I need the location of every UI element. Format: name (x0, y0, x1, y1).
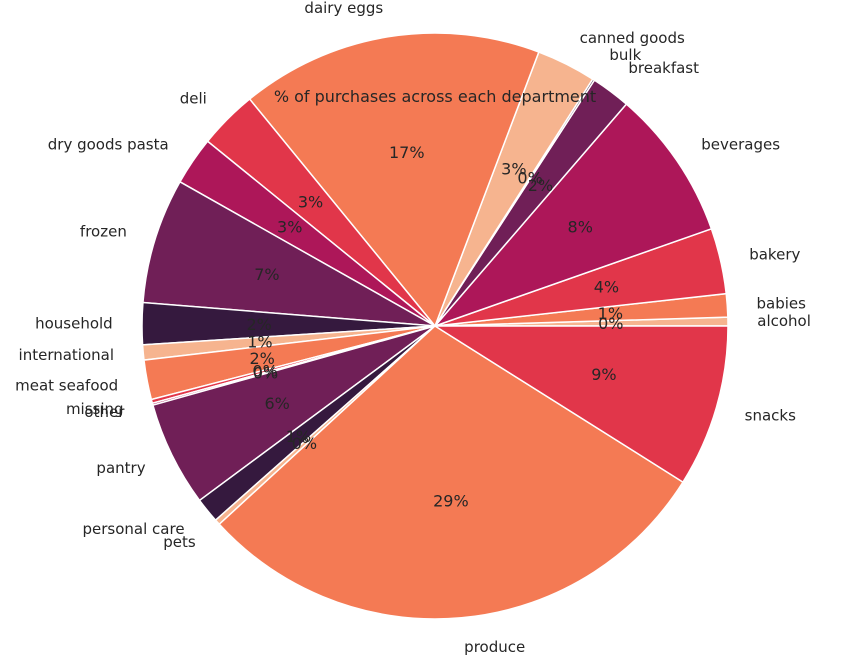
category-label-frozen: frozen (80, 223, 127, 241)
percent-label-canned-goods: 3% (501, 159, 526, 178)
percent-label-deli: 3% (298, 192, 323, 211)
percent-label-beverages: 8% (568, 217, 593, 236)
category-label-dairy-eggs: dairy eggs (304, 0, 383, 17)
pie-slice-snacks (432, 325, 729, 484)
pie-slice-frozen (142, 180, 436, 327)
category-label-breakfast: breakfast (628, 59, 699, 77)
pie-slice-dairy-eggs (248, 32, 540, 328)
category-label-snacks: snacks (745, 406, 796, 424)
percent-label-missing: 0% (252, 362, 277, 381)
pie-slice-produce (218, 325, 684, 620)
percent-labels: 0%1%4%8%2%0%3%17%3%3%7%2%1%2%0%0%6%1%0%2… (247, 143, 624, 511)
category-label-pantry: pantry (96, 459, 145, 477)
percent-label-pantry: 6% (264, 394, 289, 413)
category-label-international: international (19, 346, 114, 364)
percent-label-snacks: 9% (591, 365, 616, 384)
category-label-bulk: bulk (609, 46, 641, 64)
category-label-produce: produce (464, 638, 525, 656)
category-label-bakery: bakery (749, 245, 800, 263)
percent-label-international: 1% (247, 332, 272, 351)
percent-label-pets: 0% (292, 434, 317, 453)
percent-label-produce: 29% (433, 492, 469, 511)
category-label-meat-seafood: meat seafood (15, 376, 118, 394)
percent-label-dry-goods-pasta: 3% (277, 217, 302, 236)
percent-label-bulk: 0% (517, 169, 542, 188)
category-label-household: household (35, 314, 113, 332)
category-label-deli: deli (180, 89, 207, 107)
percent-label-other: 0% (253, 363, 278, 382)
pie-slice-beverages (432, 103, 713, 328)
percent-label-personal-care: 1% (286, 427, 311, 446)
category-label-personal-care: personal care (83, 520, 185, 538)
percent-label-dairy-eggs: 17% (389, 143, 425, 162)
category-label-missing: missing (66, 400, 124, 418)
percent-label-bakery: 4% (594, 277, 619, 296)
percent-label-household: 2% (247, 315, 272, 334)
percent-label-alcohol: 0% (598, 314, 623, 333)
category-label-alcohol: alcohol (757, 312, 811, 330)
category-label-dry-goods-pasta: dry goods pasta (48, 135, 169, 153)
percent-label-meat-seafood: 2% (250, 349, 275, 368)
category-label-babies: babies (757, 294, 807, 312)
category-label-beverages: beverages (701, 135, 780, 153)
percent-label-breakfast: 2% (528, 176, 553, 195)
chart-title: % of purchases across each department (274, 87, 596, 106)
category-label-canned-goods: canned goods (580, 29, 685, 47)
pie-wedges (141, 32, 729, 620)
category-label-pets: pets (163, 533, 196, 551)
percent-label-babies: 1% (598, 304, 623, 323)
category-label-other: other (84, 403, 125, 421)
percent-label-frozen: 7% (254, 265, 279, 284)
